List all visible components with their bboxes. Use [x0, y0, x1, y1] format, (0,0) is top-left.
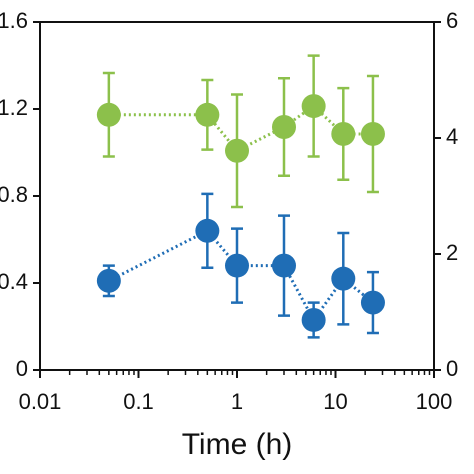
data-point — [271, 253, 296, 278]
data-point — [225, 253, 249, 278]
y2-tick-label: 0 — [446, 356, 458, 381]
x-tick-label: 0.1 — [123, 389, 154, 414]
x-axis-label: Time (h) — [182, 428, 293, 461]
data-point — [271, 114, 296, 139]
y-tick-label: 1.6 — [0, 8, 28, 33]
y-tick-label: 0.4 — [0, 269, 28, 294]
y-tick-label: 1.2 — [0, 95, 28, 120]
y2-tick-label: 2 — [446, 240, 458, 265]
data-point — [331, 266, 356, 291]
y2-tick-label: 6 — [446, 8, 458, 33]
x-tick-label: 1 — [231, 389, 243, 414]
x-tick-label: 100 — [416, 389, 453, 414]
x-tick-label: 0.01 — [19, 389, 62, 414]
data-point — [195, 218, 220, 243]
data-point — [360, 121, 385, 146]
y-tick-label: 0 — [16, 356, 28, 381]
x-tick-label: 10 — [323, 389, 347, 414]
data-point — [96, 102, 121, 127]
y2-tick-label: 4 — [446, 124, 458, 149]
data-point — [96, 268, 121, 293]
data-point — [301, 307, 326, 332]
data-point — [301, 94, 326, 119]
data-point — [360, 290, 385, 315]
data-point — [331, 121, 356, 146]
data-point — [225, 138, 249, 163]
y-tick-label: 0.8 — [0, 182, 28, 207]
data-point — [195, 102, 220, 127]
